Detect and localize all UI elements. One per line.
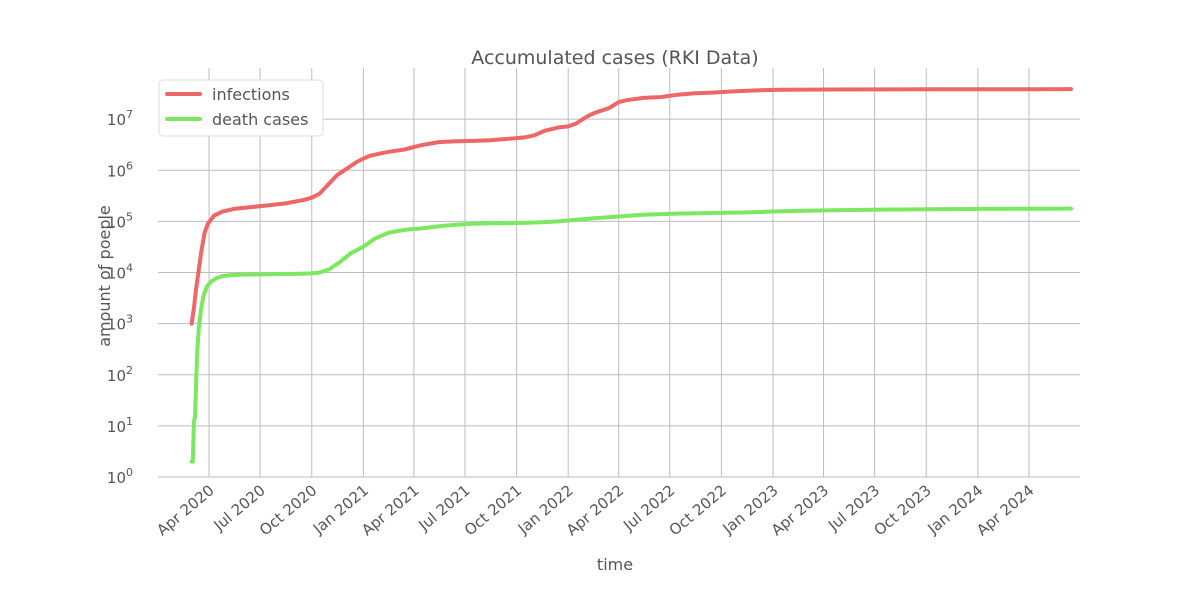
x-tick-label: Oct 2020: [256, 481, 320, 539]
x-tick-label: Oct 2023: [870, 481, 934, 539]
y-tick-label: 105: [107, 210, 133, 231]
legend: infections death cases: [158, 79, 324, 137]
grid: [158, 68, 1080, 478]
x-tick-label: Apr 2021: [358, 481, 422, 539]
y-axis-ticks: 100 101 102 103 104 105 106 107: [107, 108, 133, 487]
x-tick-label: Apr 2022: [563, 481, 627, 539]
series-lines: [189, 87, 1073, 464]
legend-label: infections: [212, 85, 290, 104]
series-line-death-cases: [189, 206, 1073, 464]
x-tick-label: Oct 2022: [666, 481, 730, 539]
y-tick-label: 104: [107, 262, 133, 283]
y-tick-label: 102: [107, 364, 133, 385]
y-tick-label: 107: [107, 108, 133, 129]
y-axis-label: amount of poeple: [95, 205, 114, 347]
y-tick-label: 103: [107, 313, 133, 334]
y-tick-label: 101: [107, 415, 133, 436]
y-tick-label: 100: [107, 466, 133, 487]
chart-title: Accumulated cases (RKI Data): [471, 47, 758, 69]
x-axis-label: time: [597, 555, 633, 574]
legend-label: death cases: [212, 110, 308, 129]
x-tick-label: Apr 2024: [973, 481, 1037, 539]
x-tick-label: Apr 2020: [153, 481, 217, 539]
series-line-infections: [189, 87, 1073, 326]
x-tick-label: Apr 2023: [768, 481, 832, 539]
x-tick-label: Oct 2021: [461, 481, 525, 539]
y-tick-label: 106: [107, 159, 133, 180]
